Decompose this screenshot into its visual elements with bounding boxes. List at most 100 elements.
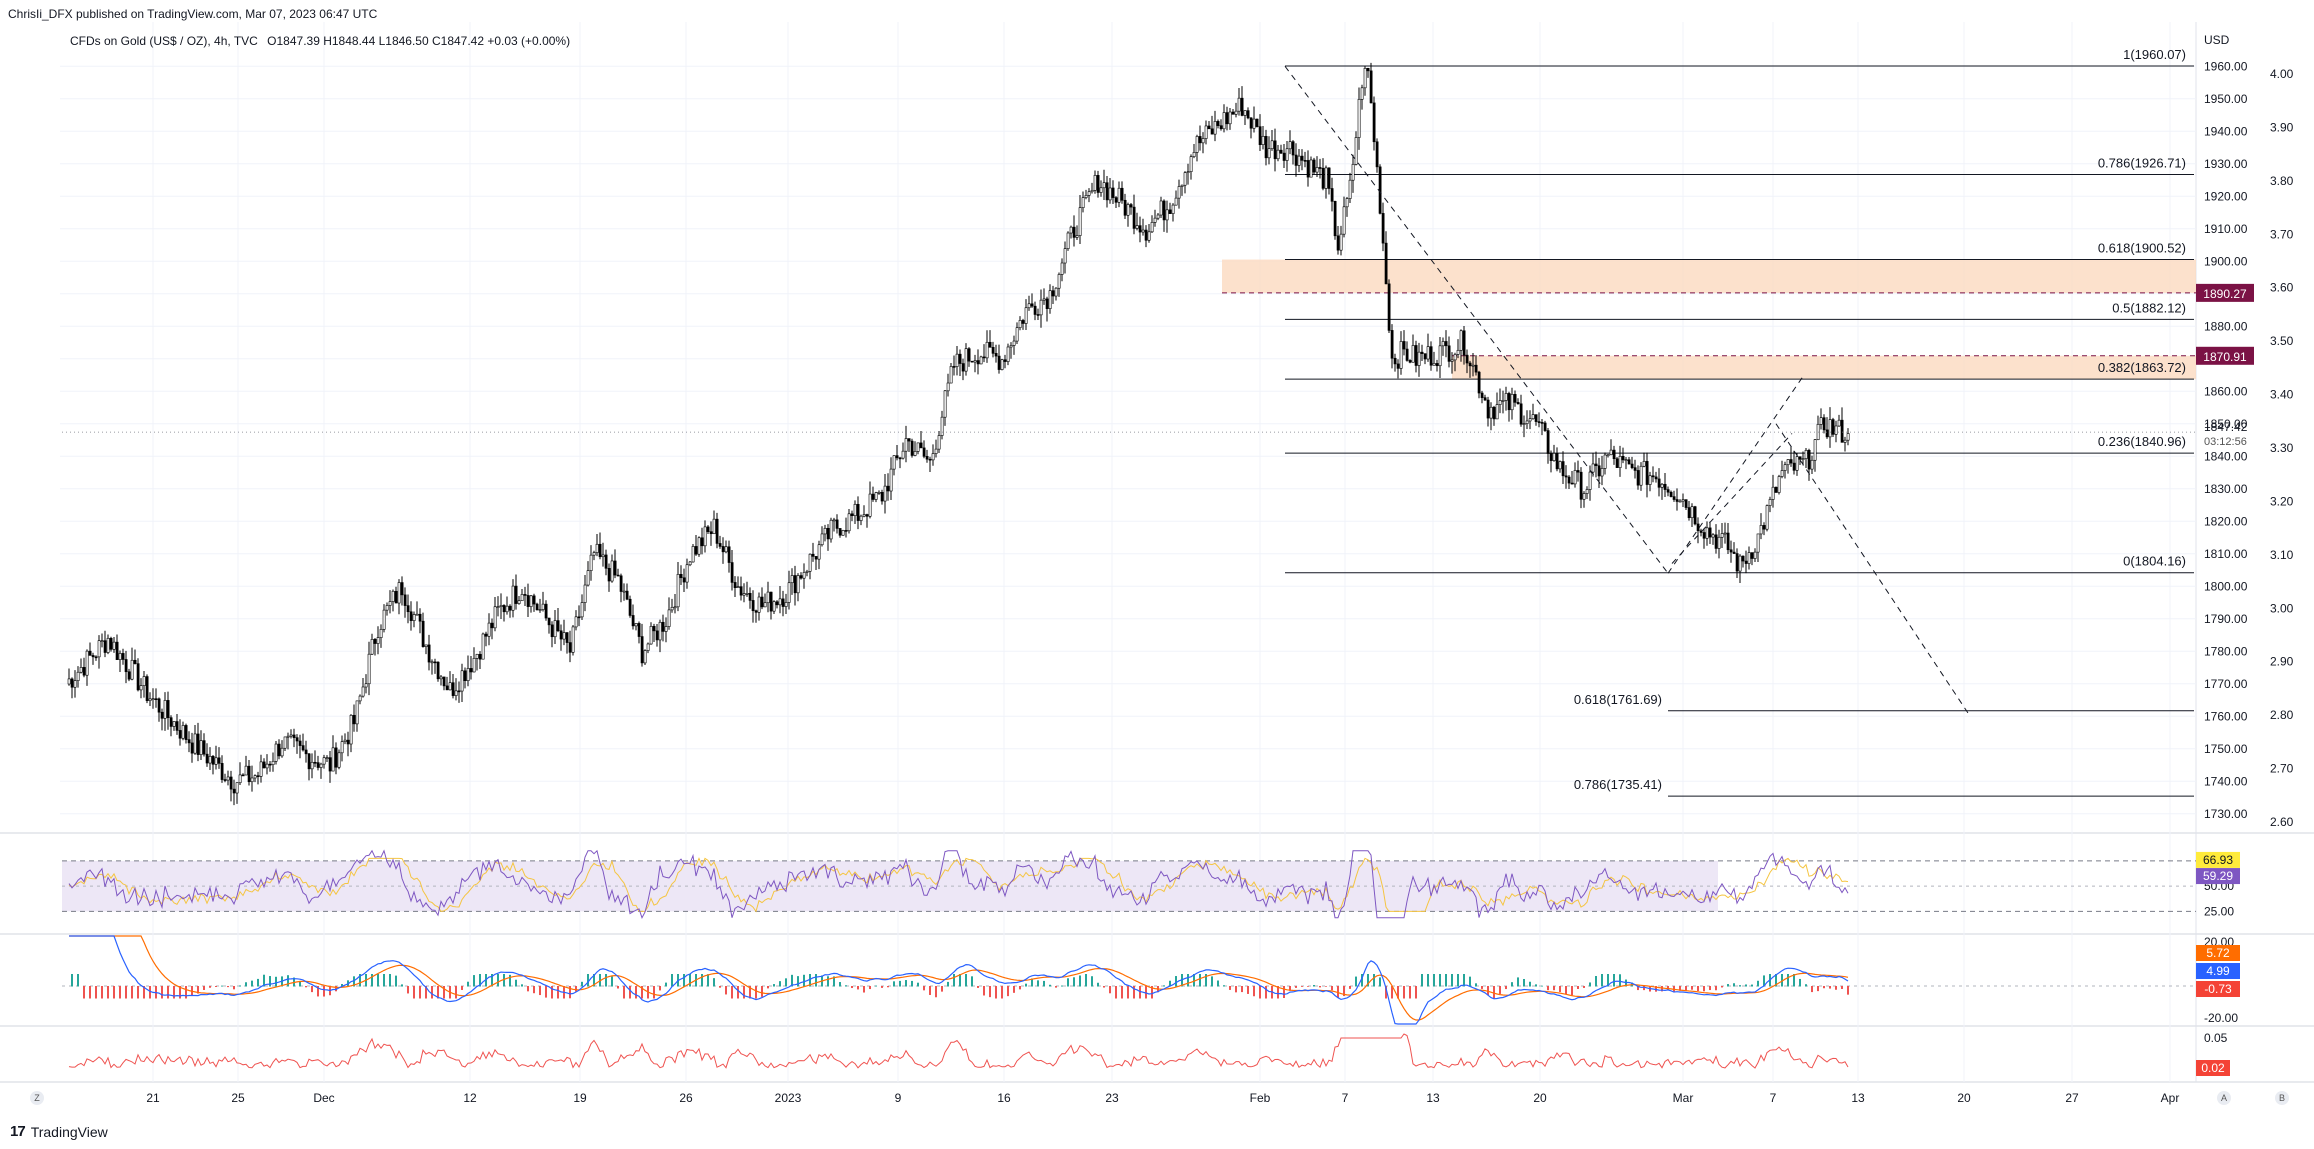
candle-body bbox=[1621, 456, 1625, 461]
candle-body bbox=[232, 788, 236, 794]
y-tick-label: 1810.00 bbox=[2204, 547, 2248, 561]
x-tick-label: 2023 bbox=[775, 1091, 802, 1105]
candles bbox=[67, 62, 1850, 806]
macd-histogram-bar bbox=[833, 976, 835, 987]
candle-body bbox=[145, 676, 149, 701]
macd-histogram-bar bbox=[773, 984, 775, 987]
y-tick-label: 1910.00 bbox=[2204, 222, 2248, 236]
candle-body bbox=[643, 650, 647, 664]
candle-body bbox=[1147, 231, 1151, 241]
candle-body bbox=[1012, 340, 1016, 346]
candle-body bbox=[1591, 463, 1595, 473]
candle-body bbox=[1642, 461, 1646, 467]
macd-histogram-bar bbox=[719, 986, 721, 988]
candle-body bbox=[979, 356, 983, 365]
candle-body bbox=[169, 717, 173, 727]
candle-body bbox=[1561, 461, 1565, 477]
candle-body bbox=[1606, 454, 1610, 457]
candle-body bbox=[892, 455, 896, 470]
candle-body bbox=[577, 616, 581, 619]
candle-body bbox=[415, 613, 419, 616]
macd-histogram-bar bbox=[953, 974, 955, 987]
macd-histogram-bar bbox=[1739, 985, 1741, 987]
macd-histogram-bar bbox=[377, 974, 379, 987]
candle-body bbox=[952, 366, 956, 368]
scroll-right-button[interactable]: B bbox=[2275, 1091, 2289, 1105]
candle-body bbox=[871, 493, 875, 500]
candle-body bbox=[1654, 476, 1658, 480]
candle-body bbox=[328, 757, 332, 772]
y-tick-label: 1860.00 bbox=[2204, 384, 2248, 398]
bar-countdown-label: 03:12:56 bbox=[2204, 436, 2247, 448]
candle-body bbox=[1153, 217, 1157, 223]
candle-body bbox=[1111, 187, 1115, 198]
scroll-left-button[interactable]: Z bbox=[30, 1091, 44, 1105]
candle-body bbox=[1678, 500, 1682, 503]
candle-body bbox=[1327, 167, 1331, 189]
candle-body bbox=[154, 698, 158, 700]
candle-body bbox=[181, 725, 185, 739]
macd-histogram-bar bbox=[341, 984, 343, 987]
macd-histogram-bar bbox=[1757, 980, 1759, 987]
candle-body bbox=[1090, 190, 1094, 193]
candle-body bbox=[868, 493, 872, 517]
macd-histogram-bar bbox=[935, 986, 937, 998]
macd-histogram-bar bbox=[1595, 976, 1597, 987]
supply-zone bbox=[1222, 259, 2196, 293]
x-tick-label: Dec bbox=[313, 1091, 334, 1105]
candle-body bbox=[1306, 160, 1310, 178]
candle-body bbox=[1024, 307, 1028, 324]
macd-histogram-bar bbox=[1397, 986, 1399, 999]
candle-body bbox=[610, 560, 614, 582]
candle-body bbox=[619, 575, 623, 592]
auto-scale-button[interactable]: A bbox=[2217, 1091, 2231, 1105]
third-tick-label: 0.05 bbox=[2204, 1031, 2228, 1045]
candle-body bbox=[988, 341, 992, 348]
macd-histogram-bar bbox=[569, 986, 571, 999]
macd-histogram-bar bbox=[275, 976, 277, 987]
y-tick-label-secondary: 3.10 bbox=[2270, 548, 2294, 562]
candle-body bbox=[955, 353, 959, 367]
macd-histogram-bar bbox=[1439, 974, 1441, 987]
candle-body bbox=[628, 598, 632, 616]
macd-histogram-bar bbox=[1247, 986, 1249, 994]
candle-body bbox=[1810, 459, 1814, 470]
candle-body bbox=[178, 730, 182, 739]
candle-body bbox=[781, 598, 785, 607]
candle-body bbox=[1099, 187, 1103, 193]
candle-body bbox=[1618, 456, 1622, 468]
macd-histogram-bar bbox=[977, 986, 979, 988]
candle-body bbox=[655, 630, 659, 641]
candle-body bbox=[1636, 470, 1640, 486]
macd-histogram-bar bbox=[71, 974, 73, 987]
candle-body bbox=[1735, 553, 1739, 572]
macd-histogram-bar bbox=[473, 975, 475, 987]
macd-histogram-bar bbox=[455, 986, 457, 999]
candle-body bbox=[337, 752, 341, 768]
candle-body bbox=[904, 438, 908, 452]
macd-histogram-bar bbox=[875, 985, 877, 987]
candle-body bbox=[379, 629, 383, 638]
candle-body bbox=[1003, 359, 1007, 362]
macd-histogram-bar bbox=[299, 980, 301, 987]
macd-histogram-bar bbox=[1775, 974, 1777, 987]
candle-body bbox=[793, 575, 797, 594]
y-tick-label: 1880.00 bbox=[2204, 319, 2248, 333]
candle-body bbox=[1801, 458, 1805, 460]
candle-body bbox=[1627, 459, 1631, 465]
candle-body bbox=[1615, 458, 1619, 468]
y-tick-label: 1830.00 bbox=[2204, 482, 2248, 496]
candle-body bbox=[184, 725, 188, 740]
candle-body bbox=[547, 617, 551, 626]
macd-histogram-bar bbox=[1127, 986, 1129, 999]
macd-histogram-bar bbox=[1679, 986, 1681, 991]
macd-histogram-bar bbox=[605, 974, 607, 987]
candle-body bbox=[196, 733, 200, 755]
candle-body bbox=[994, 353, 998, 357]
tradingview-logo-icon: 17 bbox=[10, 1123, 26, 1140]
y-tick-label: 1800.00 bbox=[2204, 579, 2248, 593]
candle-body bbox=[502, 605, 506, 613]
candle-body bbox=[265, 763, 269, 769]
candle-body bbox=[1168, 209, 1172, 214]
macd-histogram-bar bbox=[593, 974, 595, 987]
